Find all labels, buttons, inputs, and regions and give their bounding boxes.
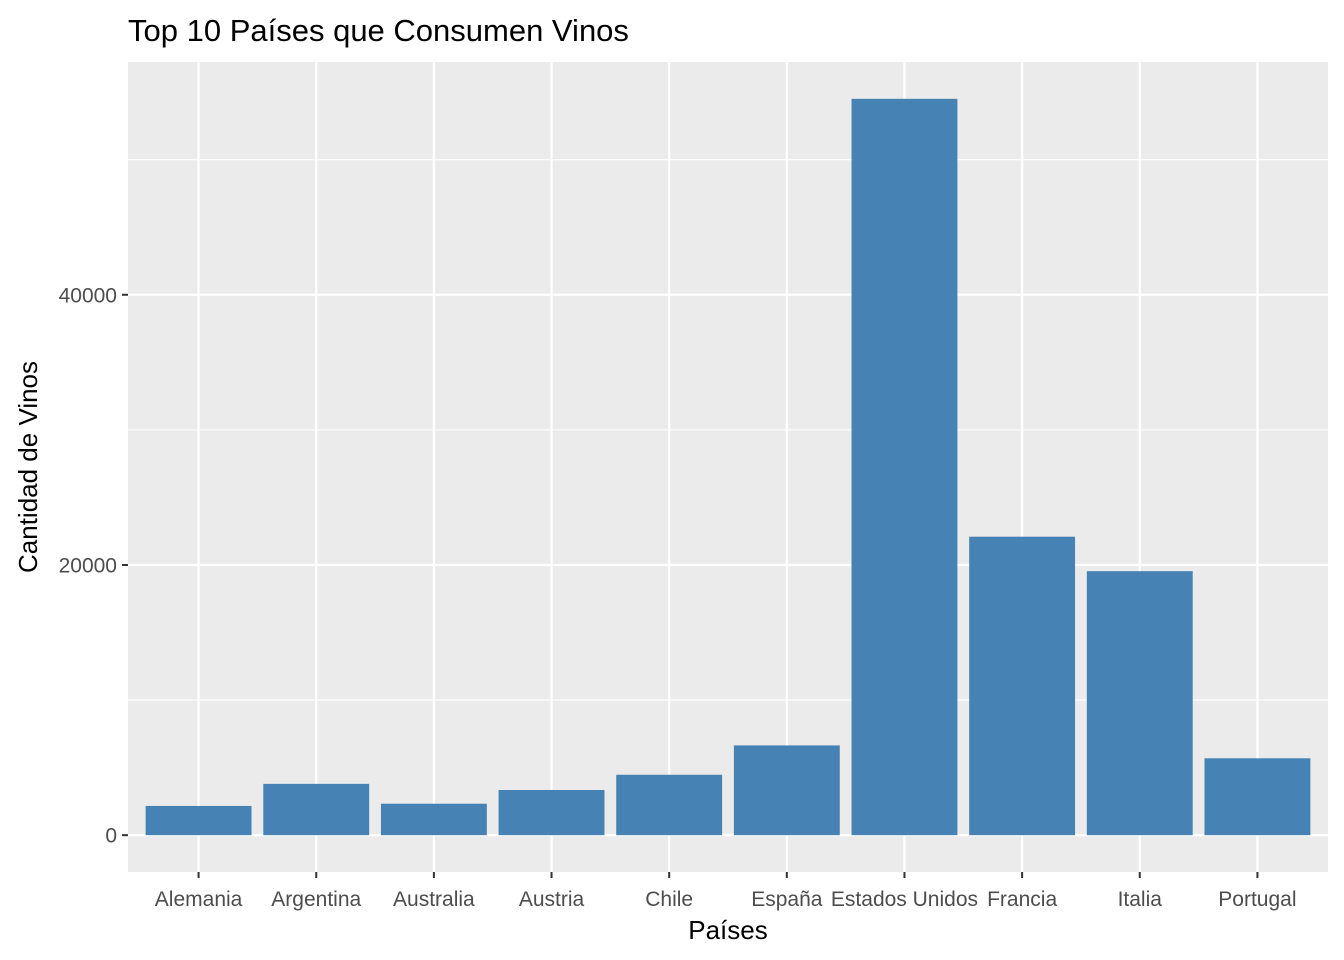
y-axis-title: Cantidad de Vinos [13,361,43,573]
y-tick-label: 40000 [59,284,117,307]
chart-title: Top 10 Países que Consumen Vinos [128,13,629,48]
bar [851,98,958,836]
x-tick-label: Alemania [155,888,243,911]
x-tick-label: Italia [1118,888,1163,911]
bars [145,98,1311,836]
bar [616,774,723,836]
x-axis-ticks: Alemania Argentina Australia Austria Chile Es… [155,872,1297,911]
bar [263,783,370,836]
x-tick-label: Austria [519,888,585,911]
bar [733,745,840,836]
x-axis-title: Países [688,915,768,945]
bar [145,805,252,836]
bar [1086,571,1193,836]
y-tick-label: 20000 [59,554,117,577]
major-gridlines [128,62,1328,872]
bar [1204,758,1311,836]
x-tick-label: España [751,888,823,911]
x-tick-label: Australia [393,888,475,911]
bar [969,536,1076,836]
x-tick-label: Chile [645,888,693,911]
x-tick-label: Estados Unidos [831,888,978,911]
bar [380,803,487,836]
bar [498,789,605,836]
y-tick-label: 0 [105,825,117,848]
x-tick-label: Portugal [1218,888,1296,911]
x-tick-label: Francia [987,888,1057,911]
y-axis-ticks: 0 20000 40000 [59,284,128,848]
x-tick-label: Argentina [271,888,361,911]
